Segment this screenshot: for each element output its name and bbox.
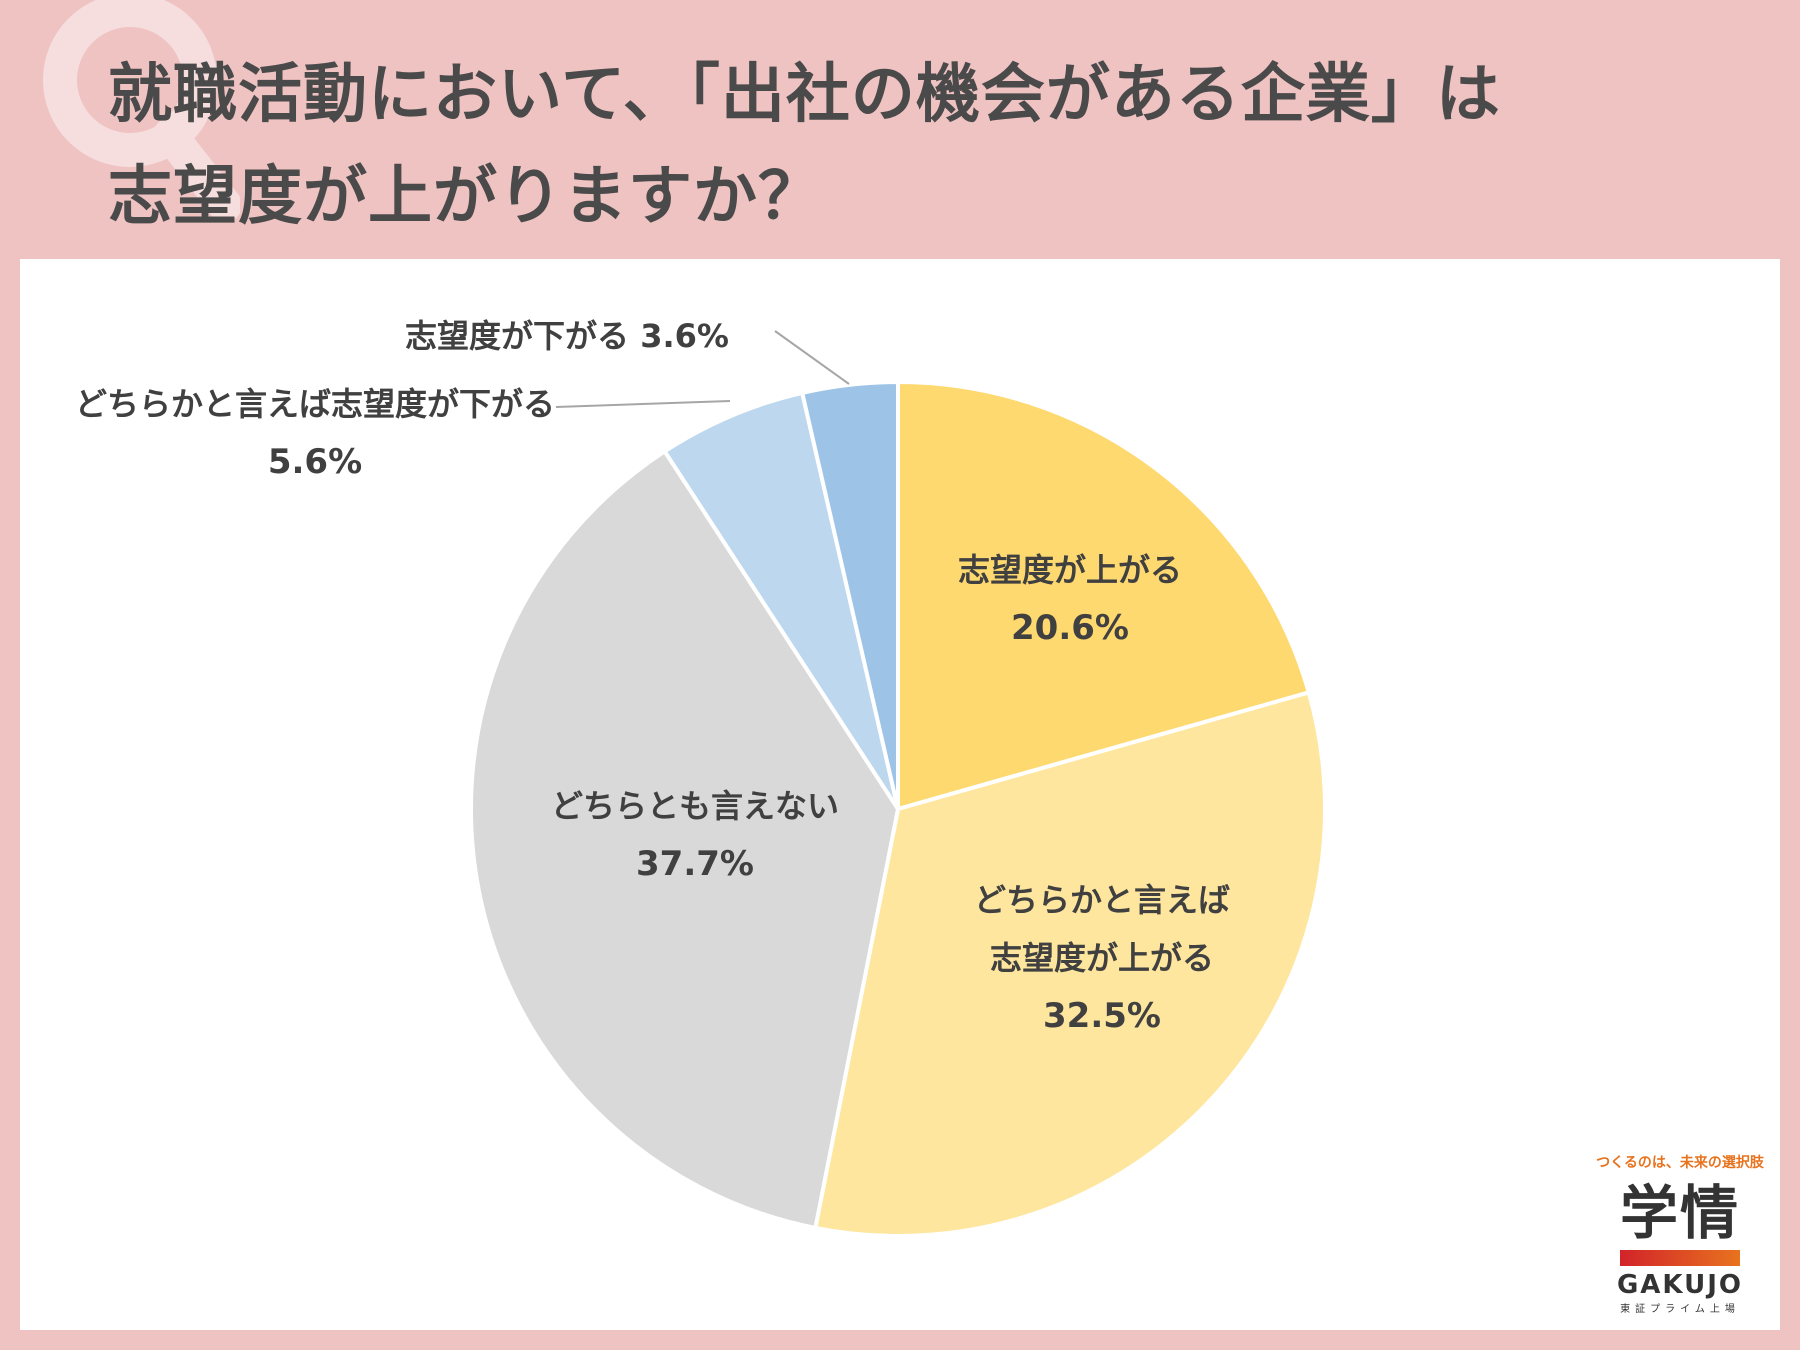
- slice-percent-4: 5.6%: [268, 442, 362, 482]
- slice-label-2-line-1: どちらかと言えば: [974, 881, 1230, 919]
- pie-slice-1: [896, 379, 1312, 812]
- slice-label-2-line-2: 志望度が上がる: [990, 939, 1214, 977]
- leader-line-5: [774, 330, 850, 385]
- logo-english: GAKUJO: [1616, 1270, 1744, 1300]
- pie-slice-4: [661, 390, 900, 811]
- pie-slice-5: [799, 379, 900, 810]
- slice-label-4-line-1: どちらかと言えば志望度が下がる: [75, 385, 555, 423]
- slice-label-3-line-1: どちらとも言えない: [551, 787, 839, 825]
- leader-line-4: [555, 400, 731, 408]
- slice-percent-1: 20.6%: [1011, 608, 1129, 648]
- logo-subtitle: 東証プライム上場: [1620, 1304, 1740, 1315]
- slice-label-1-line-1: 志望度が上がる: [958, 551, 1182, 589]
- slice-label-5-line-1: 志望度が下がる 3.6%: [405, 317, 729, 355]
- pie-chart: 志望度が上がる20.6%どちらかと言えば志望度が上がる32.5%どちらとも言えな…: [75, 317, 1328, 1238]
- logo-tagline: つくるのは、未来の選択肢: [1596, 1155, 1764, 1171]
- chart-card: 志望度が上がる 20.6% どちらかと言えば 志望度が上がる 32.5% どちらとも言えな…: [20, 259, 1780, 1330]
- pie-slice-2: [813, 689, 1328, 1238]
- slice-percent-3: 37.7%: [636, 844, 754, 884]
- slice-percent-2: 32.5%: [1043, 996, 1161, 1036]
- logo-bar: [1620, 1250, 1740, 1266]
- logo-kanji: 学情: [1619, 1179, 1740, 1247]
- title-line-1: 就職活動において、「出社の機会がある企業」は: [108, 58, 1501, 132]
- page-title: 就職活動において、「出社の機会がある企業」は 志望度が上がりますか？: [108, 44, 1501, 248]
- gakujo-logo: つくるのは、未来の選択肢 学情 GAKUJO 東証プライム上場: [1580, 1140, 1780, 1320]
- title-line-2: 志望度が上がりますか？: [108, 160, 823, 234]
